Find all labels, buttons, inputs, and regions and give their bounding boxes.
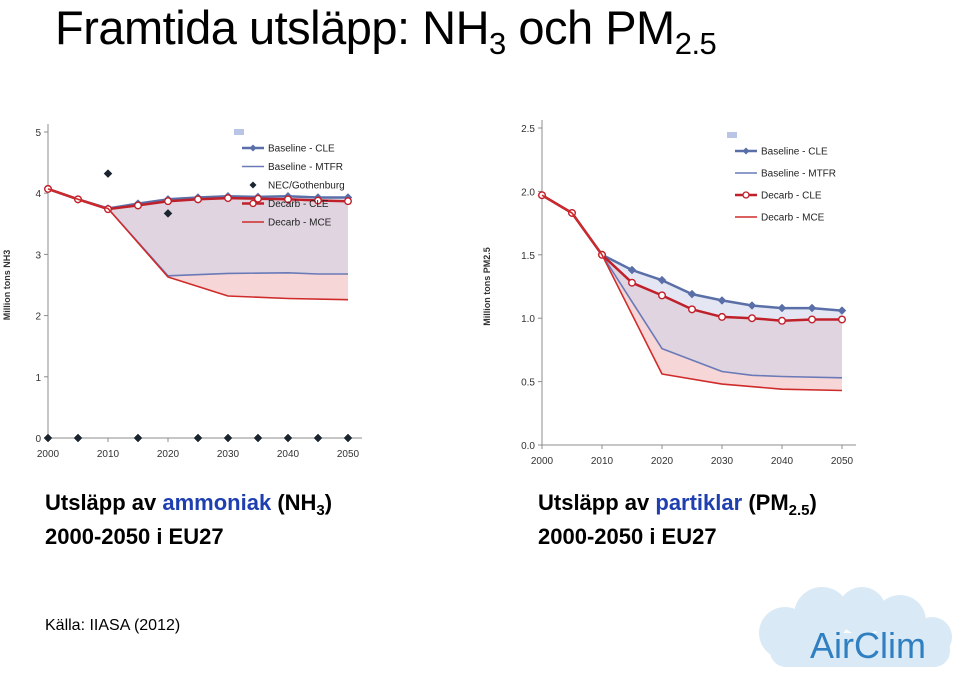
legend-marker-baseline-cle <box>249 144 257 152</box>
point-baseline-cle <box>807 303 817 313</box>
legend-marker-baseline-cle <box>742 147 750 155</box>
y-tick-label: 2 <box>35 312 41 323</box>
y-tick-label: 4 <box>35 189 41 200</box>
legend-marker-box <box>234 129 244 135</box>
x-tick-label: 2040 <box>277 449 300 460</box>
pm25-emissions-chart: 0.0 0.5 1.0 1.5 2.0 2.5 2000 2010 2020 2030 2040 20… <box>482 120 856 467</box>
x-tick-label: 2010 <box>97 449 120 460</box>
point-baseline-cle <box>837 306 847 315</box>
point-decarb-cle <box>657 291 666 300</box>
y-tick-label: 2.5 <box>521 124 535 135</box>
legend-marker-decarb-cle <box>249 199 257 208</box>
point-decarb-cle <box>223 194 232 203</box>
y-tick-label: 0.5 <box>521 378 535 389</box>
legend-label: Decarb - MCE <box>761 213 825 224</box>
series-line-decarb-mce <box>47 188 349 301</box>
point-decarb-cle <box>687 305 696 314</box>
x-tick-label: 2040 <box>771 456 794 467</box>
x-tick-label: 2000 <box>37 449 60 460</box>
y-tick-label: 3 <box>35 250 41 261</box>
point-nec-gothenburg <box>343 433 353 443</box>
point-nec-gothenburg <box>163 209 173 218</box>
point-decarb-cle <box>627 278 636 287</box>
legend-label: Decarb - CLE <box>268 199 329 210</box>
chart-legend: Baseline - CLE Baseline - MTFR NEC/Gothenb… <box>234 129 345 229</box>
point-decarb-cle <box>838 315 847 324</box>
point-baseline-cle <box>627 265 637 275</box>
point-nec-gothenburg <box>223 433 233 443</box>
series-line-decarb-mce <box>541 194 843 392</box>
point-decarb-cle <box>748 314 757 323</box>
point-decarb-cle <box>284 195 293 204</box>
caption-particles: Utsläpp av partiklar (PM2.5) 2000-2050 i… <box>538 490 817 549</box>
point-nec-gothenburg <box>253 433 263 443</box>
point-decarb-cle <box>253 194 262 203</box>
x-tick-label: 2020 <box>157 449 180 460</box>
legend-label: Baseline - CLE <box>268 144 335 155</box>
x-tick-label: 2020 <box>651 456 674 467</box>
x-tick-label: 2000 <box>531 456 554 467</box>
legend-label: Decarb - MCE <box>268 218 332 229</box>
point-nec-gothenburg <box>283 433 293 443</box>
x-tick-label: 2030 <box>217 449 240 460</box>
point-baseline-cle <box>717 296 727 305</box>
y-tick-label: 1.0 <box>521 314 535 325</box>
legend-label: Baseline - MTFR <box>761 169 836 180</box>
y-tick-label: 0.0 <box>521 441 535 452</box>
legend-marker-nec-gothenburg <box>249 181 257 189</box>
caption-ammonia: Utsläpp av ammoniak (NH3) 2000-2050 i EU… <box>45 490 333 549</box>
point-nec-gothenburg <box>133 433 143 443</box>
source-note: Källa: IIASA (2012) <box>45 617 181 634</box>
point-baseline-cle <box>777 303 787 313</box>
logo-text: AirClim <box>810 625 926 666</box>
x-tick-label: 2030 <box>711 456 734 467</box>
legend-label: Decarb - CLE <box>761 191 822 202</box>
point-baseline-cle <box>747 301 757 310</box>
point-nec-gothenburg <box>103 169 113 178</box>
airclim-logo: AirClim <box>759 587 952 667</box>
legend-marker-decarb-cle <box>742 191 750 199</box>
point-nec-gothenburg <box>193 433 203 443</box>
x-tick-label: 2050 <box>831 456 854 467</box>
point-decarb-cle <box>133 201 142 210</box>
chart-legend: Baseline - CLE Baseline - MTFR Decarb - CL… <box>727 132 836 224</box>
point-decarb-cle <box>193 195 202 204</box>
point-baseline-cle <box>687 289 697 299</box>
point-decarb-cle <box>344 197 353 206</box>
legend-label: Baseline - MTFR <box>268 162 343 173</box>
ammonia-emissions-chart: 0 1 2 3 4 5 2000 2010 2020 2030 2040 2050 Million to… <box>2 124 362 460</box>
baseline-range-band <box>48 188 348 276</box>
point-nec-gothenburg <box>43 433 53 443</box>
y-tick-label: 2.0 <box>521 187 535 198</box>
point-baseline-cle <box>657 275 667 285</box>
point-nec-gothenburg <box>73 433 83 443</box>
y-tick-label: 0 <box>35 434 41 445</box>
point-decarb-cle <box>314 196 323 205</box>
point-decarb-cle <box>717 312 726 321</box>
y-tick-label: 5 <box>35 128 41 139</box>
point-decarb-cle <box>808 315 817 324</box>
legend-label: NEC/Gothenburg <box>268 181 345 192</box>
y-tick-label: 1.5 <box>521 251 535 262</box>
legend-label: Baseline - CLE <box>761 147 828 158</box>
point-decarb-cle <box>778 316 787 325</box>
point-decarb-cle <box>163 197 172 206</box>
point-nec-gothenburg <box>313 433 323 443</box>
legend-marker-box <box>727 132 737 138</box>
y-axis-label: Million tons NH3 <box>2 250 12 321</box>
baseline-range-band <box>542 195 842 378</box>
y-tick-label: 1 <box>35 373 41 384</box>
page-title: Framtida utsläpp: NH3 och PM2.5 <box>55 1 717 61</box>
x-tick-label: 2050 <box>337 449 360 460</box>
x-tick-label: 2010 <box>591 456 614 467</box>
y-axis-label: Million tons PM2.5 <box>482 247 492 326</box>
